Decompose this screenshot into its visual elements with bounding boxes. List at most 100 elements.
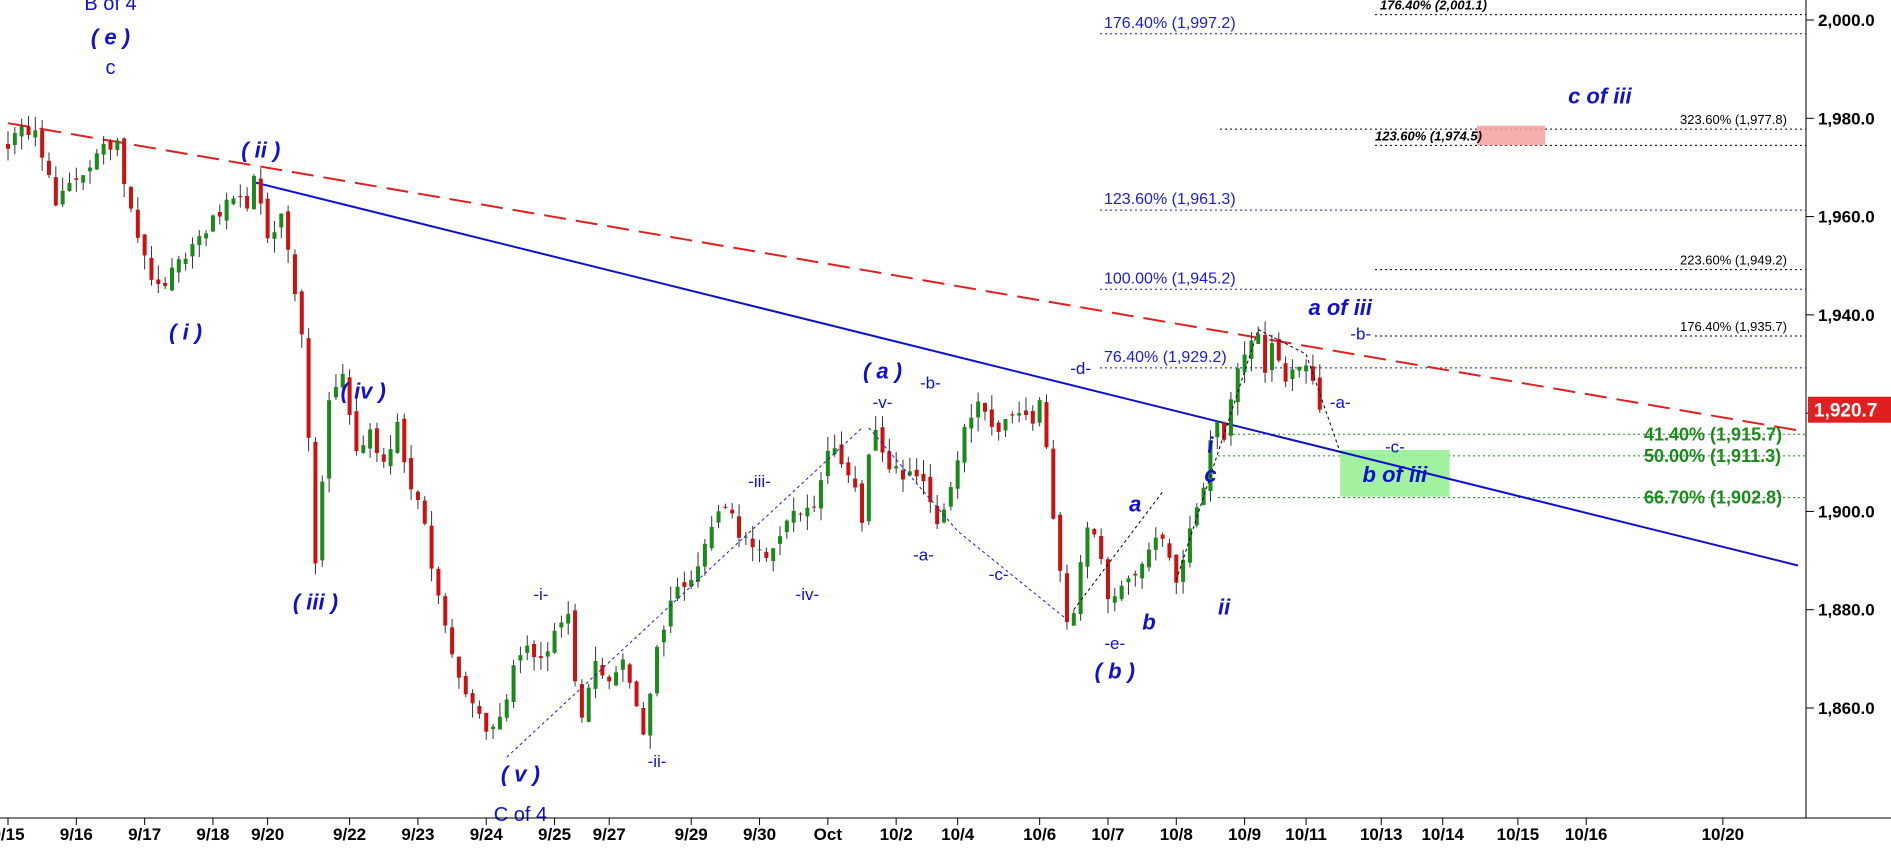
candle-down (415, 491, 420, 500)
wave-label: c (105, 57, 115, 79)
candle-up (511, 665, 516, 703)
candle-up (894, 466, 899, 469)
x-tick-label: 10/11 (1285, 825, 1327, 844)
x-tick-label: 10/15 (1497, 825, 1540, 844)
candle-down (1167, 543, 1172, 558)
candle-down (573, 610, 578, 682)
candle-up (204, 233, 209, 239)
wave-label: c of iii (1568, 84, 1632, 109)
blue-trendline (253, 181, 1799, 567)
x-tick-label: 9/30 (743, 825, 776, 844)
candle-down (860, 483, 865, 523)
candle-up (1242, 354, 1247, 373)
candle-down (1051, 448, 1056, 519)
candle-down (436, 568, 441, 596)
wave-label: -a- (913, 546, 934, 565)
candle-down (812, 506, 817, 508)
candle-down (122, 138, 127, 185)
candle-down (1044, 402, 1049, 448)
candle-down (292, 254, 297, 295)
candle-down (982, 402, 987, 412)
candle-up (1078, 562, 1083, 614)
x-tick-label: 10/13 (1360, 825, 1403, 844)
candle-up (552, 630, 557, 653)
candle-up (525, 645, 530, 653)
candle-down (901, 470, 905, 480)
candle-up (224, 199, 229, 221)
candle-down (46, 160, 51, 175)
candle-down (1276, 338, 1281, 361)
candle-down (286, 211, 291, 250)
candle-down (928, 476, 933, 503)
wave-label: i (1207, 432, 1214, 457)
candle-up (866, 454, 871, 522)
candle-down (1030, 410, 1035, 424)
candle-up (33, 130, 38, 138)
candle-up (1297, 366, 1302, 371)
candle-down (245, 195, 250, 209)
candle-down (607, 676, 612, 682)
candle-up (1228, 399, 1233, 436)
candle-up (1146, 549, 1151, 568)
wave-label: ii (1218, 595, 1231, 620)
candle-up (955, 460, 960, 489)
candle-down (429, 525, 434, 569)
candle-down (1317, 377, 1322, 410)
candle-up (491, 726, 496, 729)
wave-label: C of 4 (494, 804, 547, 826)
candle-down (1023, 410, 1028, 415)
wave-label: ( v ) (501, 762, 540, 787)
candle-down (402, 418, 407, 463)
candle-up (1181, 559, 1186, 582)
candle-up (696, 566, 701, 582)
candle-up (1215, 421, 1220, 438)
fib-label-black: 223.60% (1,949.2) (1680, 253, 1787, 268)
candle-down (108, 141, 113, 150)
candle-up (873, 429, 878, 451)
candle-up (559, 622, 564, 628)
candle-up (101, 143, 106, 155)
candles-layer (6, 115, 1322, 749)
last-price-tag (1808, 396, 1891, 423)
wave-label: -iv- (796, 585, 820, 604)
wave-label: b of iii (1363, 462, 1429, 487)
target-zone (1476, 125, 1546, 146)
y-tick-label: 2,000.0 (1818, 11, 1875, 30)
x-tick-label: 10/4 (941, 825, 975, 844)
candle-up (1269, 343, 1274, 371)
x-tick-label: 9/25 (538, 825, 571, 844)
y-tick-label: 1,880.0 (1818, 601, 1875, 620)
x-tick-label: 10/8 (1160, 825, 1193, 844)
candle-down (1174, 554, 1179, 583)
wave-labels-layer: B of 4 ( e ) c ( ii ) ( i ) ( iv ) ( iii ) ( v … (84, 0, 1632, 826)
candle-down (128, 187, 133, 209)
candle-up (60, 190, 65, 205)
y-tick-label: 1,960.0 (1818, 208, 1875, 227)
candle-up (805, 507, 810, 517)
candle-down (989, 409, 994, 427)
candle-up (1037, 400, 1042, 423)
wave-paths-layer (506, 329, 1341, 758)
candle-up (941, 509, 946, 523)
x-tick-label: 9/22 (333, 825, 366, 844)
candle-down (1099, 535, 1104, 560)
x-tick-label: 9/16 (60, 825, 93, 844)
candle-down (163, 282, 168, 286)
candle-up (614, 672, 619, 686)
candle-up (340, 373, 345, 388)
fib-label-black: 123.60% (1,974.5) (1375, 128, 1482, 143)
red-dashed-trendline (7, 122, 1799, 432)
candle-down (443, 596, 448, 626)
candle-up (320, 481, 325, 561)
candle-down (142, 234, 147, 256)
candle-down (374, 428, 379, 454)
candle-down (470, 693, 475, 704)
candle-down (149, 257, 154, 280)
candle-up (648, 693, 653, 736)
candle-down (1058, 514, 1063, 571)
wave-label: ( ii ) (241, 138, 280, 163)
candle-down (477, 705, 482, 714)
fib-label-green: 50.00% (1,911.3) (1644, 446, 1781, 466)
last-price-label: 1,920.7 (1814, 401, 1877, 422)
